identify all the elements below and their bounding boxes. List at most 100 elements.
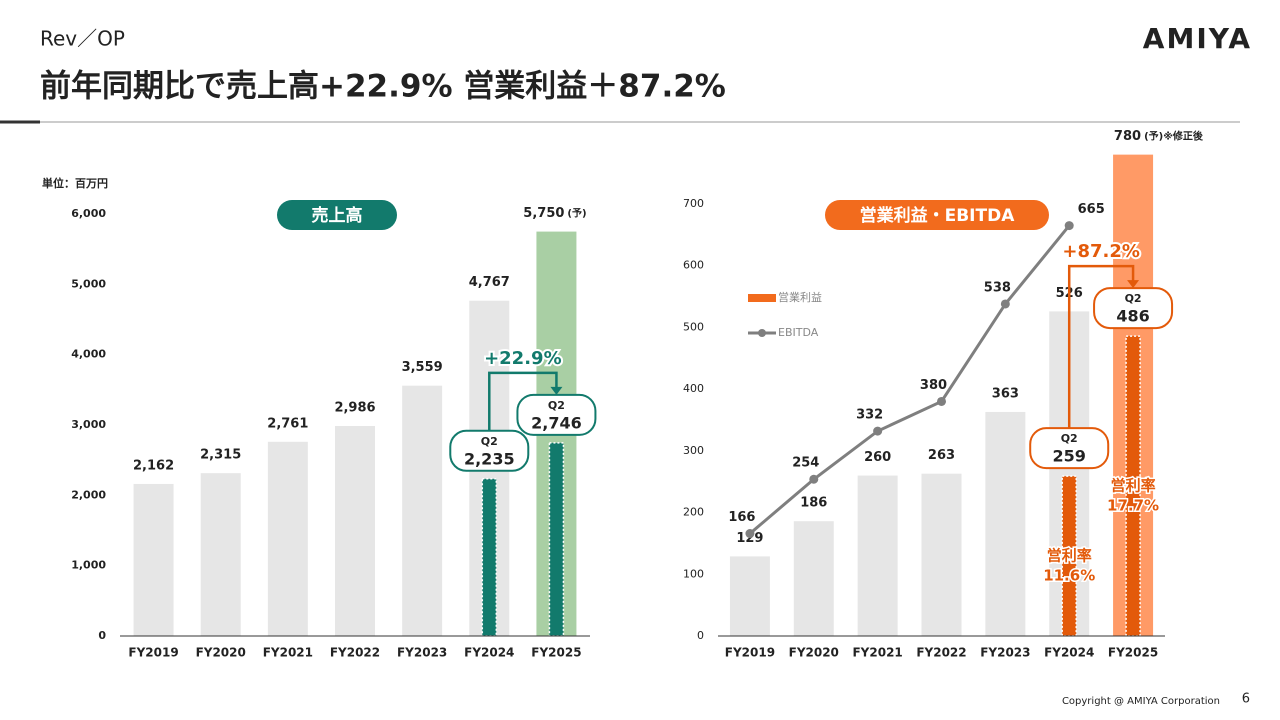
x-tick-label: FY2022 — [916, 646, 966, 660]
section: Rev／OP — [40, 27, 125, 51]
logo: AMIYA — [1143, 22, 1252, 55]
chart-title: 売上高 — [312, 205, 363, 226]
forecast-note: (予) — [567, 208, 586, 220]
unit-label: 単位：百万円 — [42, 176, 108, 190]
y-tick-label: 0 — [98, 629, 106, 642]
x-tick-label: FY2020 — [196, 646, 246, 660]
q2-label: Q2 — [481, 435, 498, 448]
bar-value-label: 2,761 — [267, 416, 308, 431]
line-value-label: 538 — [984, 280, 1011, 295]
page-number: 6 — [1242, 692, 1250, 707]
y-tick-label: 1,000 — [71, 559, 106, 572]
q2-value: 259 — [1053, 447, 1086, 466]
y-tick-label: 4,000 — [71, 348, 106, 361]
line — [748, 224, 1071, 535]
x-tick-label: FY2021 — [852, 646, 902, 660]
bar — [200, 473, 241, 636]
margin-value: 17.7% — [1107, 497, 1159, 515]
bar-value-label: 4,767 — [469, 275, 510, 290]
slide-title: 前年同期比で売上高+22.9% 営業利益＋87.2% — [40, 69, 726, 105]
bar-value-label: 363 — [992, 386, 1019, 401]
legend-label: EBITDA — [778, 326, 819, 339]
x-tick-label: FY2021 — [263, 646, 313, 660]
x-tick-label: FY2019 — [725, 646, 775, 660]
growth-label: +22.9% — [484, 348, 562, 369]
bar — [793, 521, 834, 636]
y-tick-label: 500 — [683, 320, 704, 333]
legend-swatch — [748, 294, 776, 302]
q2-label: Q2 — [1125, 292, 1142, 305]
bar-value-label: 5,750 — [523, 206, 564, 221]
line-value-label: 332 — [856, 408, 883, 423]
bar-value-label: 3,559 — [402, 360, 443, 375]
line-point — [873, 426, 883, 436]
q2-label: Q2 — [1061, 432, 1078, 445]
q2-value: 2,746 — [531, 413, 582, 432]
growth-connector — [488, 371, 558, 431]
bar-value-label: 2,315 — [200, 448, 241, 463]
x-tick-label: FY2025 — [1108, 646, 1158, 660]
y-tick-label: 700 — [683, 197, 704, 210]
legend-label: 営業利益 — [778, 290, 822, 304]
line-value-label: 665 — [1078, 202, 1105, 217]
x-tick-label: FY2022 — [330, 646, 380, 660]
line-value-label: 254 — [792, 456, 819, 471]
bar-value-label: 780 — [1114, 129, 1141, 144]
q2-label: Q2 — [548, 399, 565, 412]
title-pill — [825, 200, 1049, 230]
margin-label: 営利率 — [1047, 547, 1092, 565]
q2-value: 2,235 — [464, 449, 515, 468]
bar-value-label: 260 — [864, 450, 891, 465]
x-tick-label: FY2024 — [1044, 646, 1094, 660]
line-point — [937, 396, 946, 406]
bar-value-label: 2,986 — [334, 400, 375, 415]
bar — [921, 473, 962, 636]
q2-bar — [548, 442, 565, 637]
y-tick-label: 400 — [683, 382, 704, 395]
bar — [335, 425, 375, 636]
y-tick-label: 3,000 — [71, 418, 106, 431]
line-point — [1000, 299, 1010, 309]
y-tick-label: 5,000 — [71, 277, 106, 290]
y-tick-label: 2,000 — [71, 488, 106, 501]
x-tick-label: FY2023 — [980, 646, 1030, 660]
bar-value-label: 129 — [736, 531, 763, 546]
line-value-label: 166 — [728, 510, 755, 525]
y-tick-label: 6,000 — [71, 207, 106, 220]
y-tick-label: 600 — [683, 259, 704, 272]
bar-value-label: 263 — [928, 448, 955, 463]
bar — [729, 556, 770, 636]
title-pill — [277, 200, 397, 230]
x-tick-label: FY2020 — [789, 646, 839, 660]
margin-label: 営利率 — [1111, 477, 1156, 495]
bar — [857, 475, 898, 636]
bar-value-label: 186 — [800, 496, 827, 511]
legend-dot — [758, 329, 766, 337]
growth-label: +87.2% — [1062, 241, 1140, 262]
line-point — [745, 529, 755, 539]
x-tick-label: FY2019 — [128, 646, 178, 660]
x-tick-label: FY2024 — [464, 646, 514, 660]
copyright: Copyright @ AMIYA Corporation — [1062, 696, 1220, 707]
growth-arrow — [1127, 280, 1140, 289]
bar — [985, 411, 1026, 636]
bar-value-label: 2,162 — [133, 458, 174, 473]
y-tick-label: 300 — [683, 444, 704, 457]
growth-connector — [1067, 264, 1135, 429]
line-value-label: 380 — [920, 378, 947, 393]
line-point — [809, 474, 819, 484]
x-tick-label: FY2025 — [531, 646, 581, 660]
margin-value: 11.6% — [1043, 567, 1095, 585]
bar — [133, 483, 174, 636]
y-tick-label: 100 — [683, 567, 704, 580]
bar — [267, 441, 308, 636]
q2-value: 486 — [1116, 307, 1149, 326]
forecast-note: (予)※修正後 — [1144, 130, 1204, 143]
y-tick-label: 0 — [697, 629, 704, 642]
growth-arrow — [550, 386, 563, 395]
line-point — [1064, 221, 1074, 231]
bar — [402, 385, 443, 636]
chart-title: 営業利益・EBITDA — [860, 205, 1016, 226]
q2-bar — [481, 478, 498, 637]
